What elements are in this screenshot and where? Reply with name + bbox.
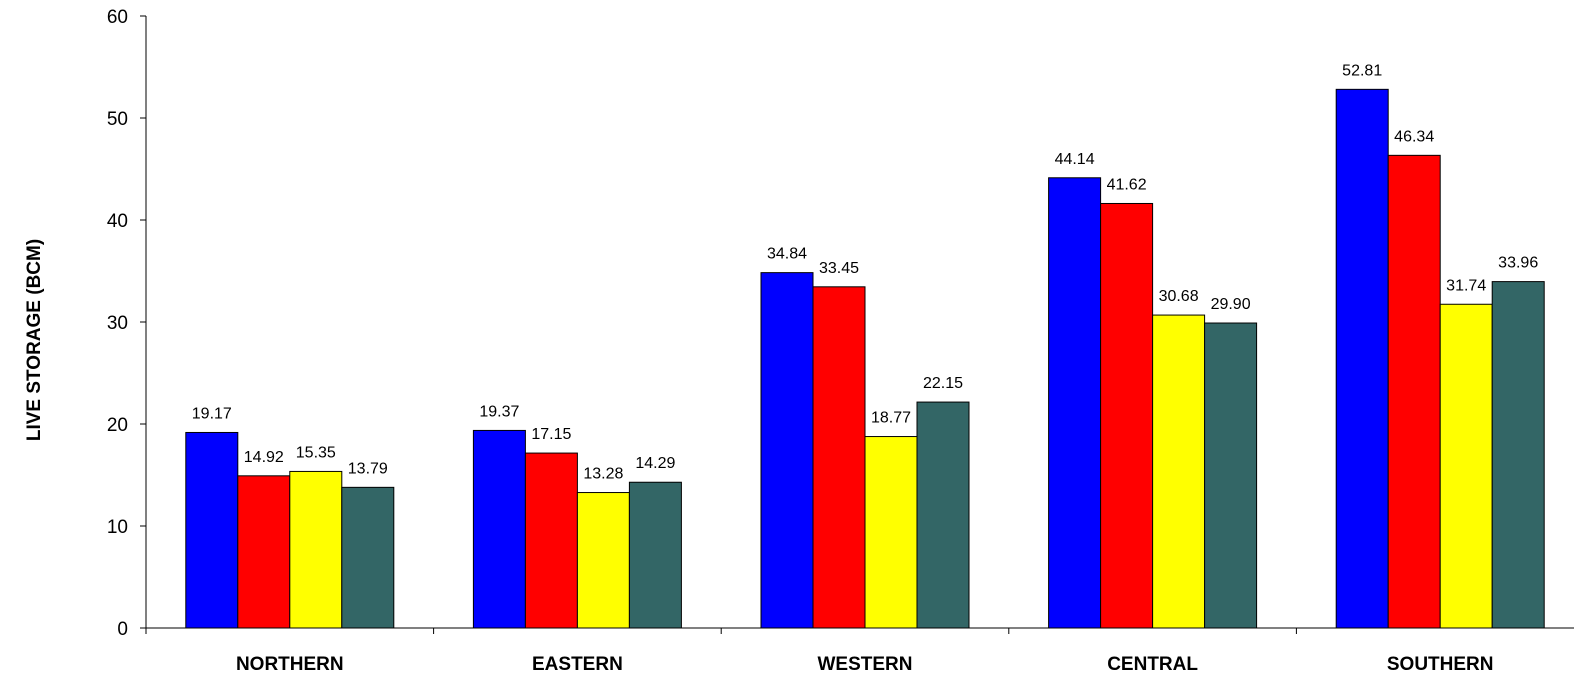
bar-value-label: 52.81 bbox=[1342, 62, 1382, 79]
bar-value-label: 13.28 bbox=[583, 466, 623, 483]
y-tick-label: 0 bbox=[117, 619, 128, 640]
bar-value-label: 19.37 bbox=[479, 403, 519, 420]
y-tick-label: 40 bbox=[107, 211, 128, 232]
bar bbox=[1387, 154, 1441, 629]
bar bbox=[341, 486, 395, 629]
bar-value-label: 30.68 bbox=[1159, 288, 1199, 305]
bar bbox=[1439, 303, 1493, 629]
bar-value-label: 33.45 bbox=[819, 260, 859, 277]
bar bbox=[864, 436, 918, 629]
bar bbox=[760, 272, 814, 629]
x-category-label: SOUTHERN bbox=[1387, 654, 1494, 675]
bar bbox=[185, 431, 239, 629]
bar bbox=[1491, 281, 1545, 629]
bar-value-label: 14.92 bbox=[244, 449, 284, 466]
bar-value-label: 15.35 bbox=[296, 444, 336, 461]
bar bbox=[289, 470, 343, 629]
bar-value-label: 31.74 bbox=[1446, 277, 1486, 294]
bar bbox=[916, 401, 970, 629]
bar-value-label: 14.29 bbox=[635, 455, 675, 472]
y-tick-label: 20 bbox=[107, 415, 128, 436]
bar bbox=[524, 452, 578, 629]
bar bbox=[472, 429, 526, 629]
bar bbox=[1152, 314, 1206, 629]
x-category-label: WESTERN bbox=[818, 654, 913, 675]
bar bbox=[1048, 177, 1102, 629]
bar-value-label: 33.96 bbox=[1498, 255, 1538, 272]
bars bbox=[185, 88, 1545, 629]
bar-value-label: 29.90 bbox=[1211, 296, 1251, 313]
bar bbox=[1204, 322, 1258, 629]
bar bbox=[628, 481, 682, 629]
x-category-label: EASTERN bbox=[532, 654, 623, 675]
bar bbox=[1100, 202, 1154, 629]
bar-value-label: 22.15 bbox=[923, 375, 963, 392]
y-tick-label: 10 bbox=[107, 517, 128, 538]
y-tick-label: 50 bbox=[107, 109, 128, 130]
y-tick-label: 30 bbox=[107, 313, 128, 334]
bar-value-label: 17.15 bbox=[531, 426, 571, 443]
bar-value-label: 19.17 bbox=[192, 405, 232, 422]
bar-value-label: 18.77 bbox=[871, 410, 911, 427]
x-category-label: NORTHERN bbox=[236, 654, 344, 675]
axes bbox=[145, 16, 1574, 629]
data-labels: 19.17 19.37 34.84 44.14 52.81 14.92 17.15 33.45… bbox=[192, 62, 1539, 482]
bar bbox=[576, 492, 630, 629]
x-axis-ticks: NORTHERN EASTERN WESTERN CENTRAL SOUTHERN bbox=[145, 628, 1494, 675]
y-tick-label: 60 bbox=[107, 7, 128, 28]
x-category-label: CENTRAL bbox=[1107, 654, 1198, 675]
y-axis-title: LIVE STORAGE (BCM) bbox=[24, 239, 45, 441]
bar-value-label: 44.14 bbox=[1055, 151, 1095, 168]
bar bbox=[237, 475, 291, 629]
bar-value-label: 13.79 bbox=[348, 460, 388, 477]
bar bbox=[1335, 88, 1389, 629]
bar bbox=[812, 286, 866, 629]
bar-value-label: 34.84 bbox=[767, 246, 807, 263]
y-axis-ticks: 0 10 20 30 40 50 60 bbox=[107, 7, 146, 640]
bar-value-label: 46.34 bbox=[1394, 128, 1434, 145]
bar-value-label: 41.62 bbox=[1107, 176, 1147, 193]
